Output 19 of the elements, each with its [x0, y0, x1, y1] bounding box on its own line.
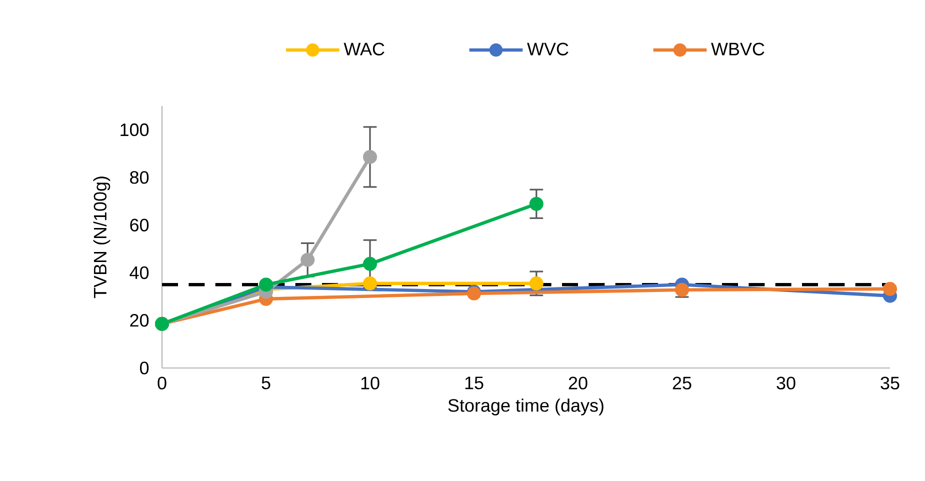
x-tick-label: 35 [880, 376, 900, 390]
x-tick-label: 30 [776, 376, 796, 390]
y-tick-label: 100 [120, 123, 149, 136]
y-tick-label: 80 [130, 171, 149, 184]
y-axis-title: TVBN (N/100g) [93, 176, 110, 298]
x-tick-label: 25 [672, 376, 692, 390]
x-tick-label: 10 [361, 376, 380, 390]
y-tick-label: 0 [140, 362, 149, 374]
y-tick-label: 60 [130, 218, 149, 232]
x-tick-label: 15 [465, 376, 484, 390]
legend-label: WBVC [711, 42, 764, 56]
x-tick-label: 5 [262, 376, 270, 390]
y-tick-label: 40 [130, 266, 149, 280]
x-tick-label: 0 [158, 376, 166, 390]
legend-label: WAC [344, 42, 384, 56]
x-axis-title: Storage time (days) [448, 398, 604, 416]
y-tick-label: 20 [130, 314, 149, 327]
x-tick-label: 20 [568, 376, 588, 390]
legend-label: WVC [527, 42, 568, 56]
